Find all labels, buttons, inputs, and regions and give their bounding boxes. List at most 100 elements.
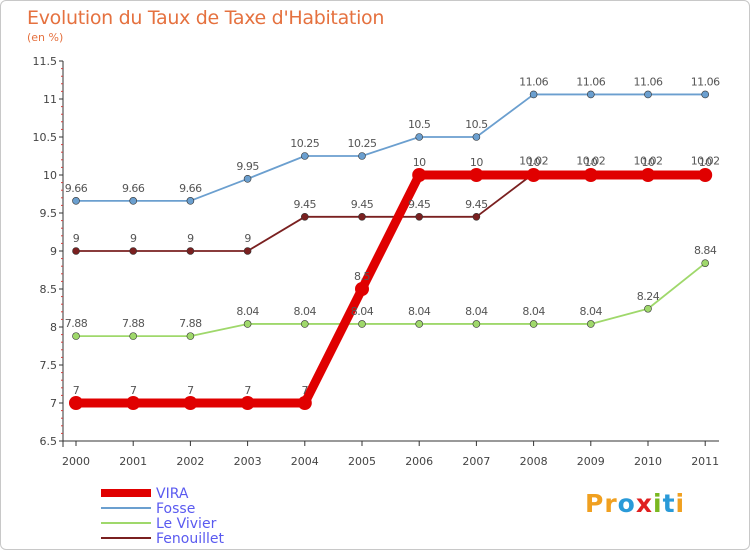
data-label: 7: [73, 384, 80, 397]
data-label: 9.66: [65, 182, 88, 195]
data-point: [415, 213, 424, 221]
data-label: 10.5: [465, 118, 488, 131]
data-label: 9.45: [294, 198, 317, 211]
data-point: [129, 197, 137, 205]
data-label: 7: [302, 384, 309, 397]
data-point: [529, 320, 538, 328]
x-tick-label: 2007: [462, 455, 490, 468]
y-tick-label: 6.5: [40, 435, 58, 448]
data-label: 10.02: [576, 154, 605, 167]
data-label: 7: [187, 384, 194, 397]
data-point: [243, 247, 252, 255]
y-tick-label: 9.5: [40, 207, 58, 220]
data-label: 8.04: [522, 305, 545, 318]
data-point: [72, 247, 80, 255]
data-label: 9: [244, 232, 251, 245]
data-point: [469, 168, 484, 182]
x-tick-label: 2001: [119, 455, 147, 468]
logo-letter: r: [604, 489, 618, 518]
data-point: [186, 247, 195, 255]
data-label: 9: [130, 232, 137, 245]
data-point: [300, 152, 309, 160]
data-label: 9: [187, 232, 194, 245]
data-label: 10.02: [634, 154, 663, 167]
series-line-le-vivier: [75, 262, 707, 338]
data-point: [529, 90, 538, 99]
data-point: [586, 320, 595, 328]
data-point: [358, 213, 366, 221]
data-label: 8.5: [354, 270, 370, 283]
data-point: [300, 213, 309, 221]
data-label: 11.06: [519, 75, 548, 88]
data-point: [526, 168, 541, 182]
y-tick-label: 10: [43, 169, 57, 182]
data-label: 10: [584, 156, 597, 169]
data-label: 10: [527, 156, 540, 169]
data-label: 9.95: [236, 160, 259, 173]
x-tick-label: 2000: [62, 455, 90, 468]
data-point: [69, 396, 83, 410]
data-label: 9.66: [179, 182, 202, 195]
data-point: [701, 259, 710, 267]
x-tick-label: 2003: [234, 455, 262, 468]
data-label: 11.06: [691, 75, 720, 88]
logo-letter: x: [635, 489, 653, 518]
data-label: 10.5: [408, 118, 431, 131]
data-label: 8.24: [637, 290, 660, 303]
data-point: [586, 90, 595, 99]
data-point: [641, 168, 655, 182]
series-line-fosse: [75, 93, 707, 202]
data-label: 8.04: [351, 305, 374, 318]
data-point: [412, 168, 427, 182]
data-label: 9.66: [122, 182, 145, 195]
legend-label: Le Vivier: [156, 516, 217, 532]
data-label: 8.04: [294, 305, 317, 318]
y-tick-label: 10.5: [33, 131, 58, 144]
chart-subtitle: (en %): [27, 31, 64, 44]
y-tick-label: 11.5: [33, 55, 58, 68]
logo-letter: i: [675, 489, 686, 518]
data-point: [186, 197, 195, 205]
data-point: [472, 320, 481, 328]
data-point: [358, 320, 366, 328]
chart-title: Evolution du Taux de Taxe d'Habitation: [27, 7, 385, 29]
y-tick-label: 7: [50, 397, 57, 410]
data-label: 10.02: [691, 154, 720, 167]
data-label: 8.04: [408, 305, 431, 318]
x-tick-label: 2009: [577, 455, 605, 468]
data-point: [472, 133, 481, 141]
data-label: 8.04: [236, 305, 259, 318]
data-label: 10.25: [290, 137, 319, 150]
data-point: [72, 197, 80, 205]
legend-label: VIRA: [156, 486, 189, 502]
data-point: [472, 213, 481, 221]
y-tick-label: 11: [43, 93, 57, 106]
data-label: 9.45: [408, 198, 431, 211]
data-label: 7.88: [179, 317, 202, 330]
y-tick-label: 8: [50, 321, 57, 334]
data-point: [644, 304, 652, 313]
data-label: 10: [642, 156, 655, 169]
data-point: [698, 168, 713, 182]
data-label: 10.02: [519, 154, 548, 167]
data-label: 9.45: [465, 198, 488, 211]
data-label: 10: [413, 156, 426, 169]
data-point: [183, 396, 198, 410]
x-tick-label: 2004: [291, 455, 319, 468]
data-point: [415, 320, 424, 328]
proxiti-logo: Proxiti: [585, 489, 685, 518]
data-point: [358, 152, 366, 160]
logo-letter: t: [662, 489, 676, 518]
x-tick-label: 2005: [348, 455, 376, 468]
data-point: [644, 90, 652, 99]
data-point: [72, 332, 80, 340]
data-point: [186, 332, 195, 340]
data-point: [129, 332, 137, 340]
data-label: 10: [699, 156, 712, 169]
x-tick-label: 2002: [176, 455, 204, 468]
data-label: 8.84: [694, 244, 717, 257]
data-label: 8.04: [465, 305, 488, 318]
data-point: [415, 133, 424, 141]
y-tick-label: 8.5: [40, 283, 58, 296]
